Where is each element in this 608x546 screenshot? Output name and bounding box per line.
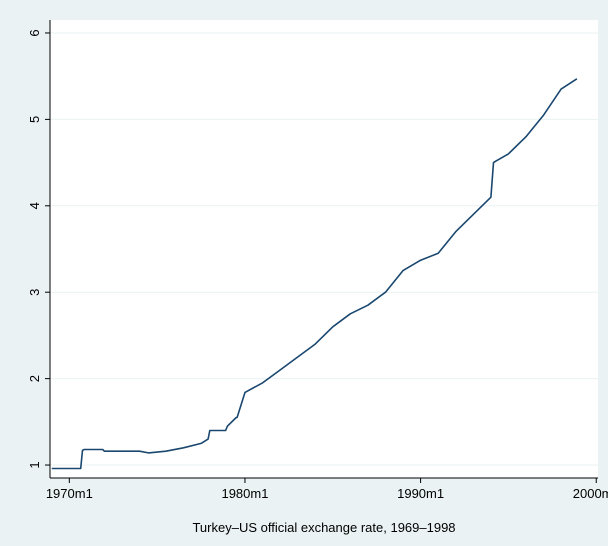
series-line-0 bbox=[51, 78, 578, 470]
y-tick-label-3: 4 bbox=[27, 202, 42, 209]
plot-area bbox=[50, 20, 598, 478]
grid-lines bbox=[50, 32, 598, 466]
x-tick-label-3: 2000m1 bbox=[573, 486, 608, 501]
x-tick-label-2: 1990m1 bbox=[397, 486, 444, 501]
y-tick-label-1: 2 bbox=[27, 375, 42, 382]
x-axis-label: Turkey–US official exchange rate, 1969–1… bbox=[192, 520, 455, 535]
y-tick-label-5: 6 bbox=[27, 29, 42, 36]
x-tick-label-1: 1980m1 bbox=[221, 486, 268, 501]
y-tick-label-2: 3 bbox=[27, 289, 42, 296]
x-tick-label-0: 1970m1 bbox=[46, 486, 93, 501]
y-tick-label-0: 1 bbox=[27, 461, 42, 468]
y-tick-label-4: 5 bbox=[27, 116, 42, 123]
series-layer bbox=[51, 78, 578, 470]
axes bbox=[45, 20, 598, 483]
tick-labels: 1 2 3 4 5 6 1970m1 1980m1 1990m1 2000m1 bbox=[27, 29, 608, 501]
